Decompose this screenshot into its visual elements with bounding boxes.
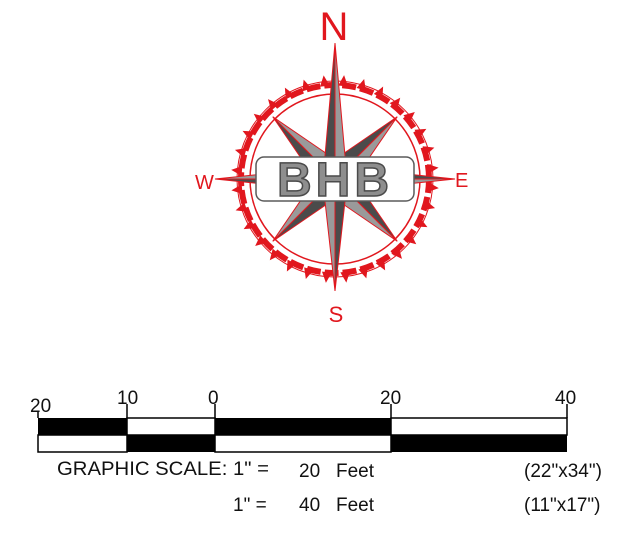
ring-tick xyxy=(304,267,314,280)
ring-tick xyxy=(404,233,417,245)
ring-tick xyxy=(242,130,255,141)
ring-tick xyxy=(243,219,256,230)
ring-tick xyxy=(286,259,297,272)
ring-tick xyxy=(302,79,312,92)
compass-ring-ticks xyxy=(231,75,439,283)
graphic-scale-bar: 20 10 0 20 40 GRAPHIC SCALE: 1" = 20 Fee… xyxy=(30,388,602,516)
ring-tick xyxy=(391,247,402,259)
ring-tick xyxy=(423,200,436,210)
scale-line2-prefix: 1" = xyxy=(233,495,267,516)
ring-tick xyxy=(268,99,279,111)
ring-tick xyxy=(358,266,368,279)
ring-tick xyxy=(284,87,295,100)
scale-segment xyxy=(391,435,567,452)
ring-tick xyxy=(403,112,415,123)
scale-line2-value: 40 xyxy=(299,495,320,516)
scale-line2-unit: Feet xyxy=(336,495,375,516)
ring-tick xyxy=(269,248,281,261)
ring-tick xyxy=(427,182,439,192)
ring-tick xyxy=(338,75,348,87)
ring-tick xyxy=(231,166,243,176)
ring-tick xyxy=(235,202,248,212)
ring-tick xyxy=(427,163,439,174)
ring-tick xyxy=(356,78,366,91)
scale-line1-prefix: GRAPHIC SCALE: 1" = xyxy=(57,459,269,480)
scale-tick-label: 0 xyxy=(208,388,219,409)
north-label: N xyxy=(320,5,349,49)
scale-segment xyxy=(215,418,391,435)
scale-line1-unit: Feet xyxy=(336,461,375,482)
west-label: W xyxy=(195,172,214,194)
ring-tick xyxy=(234,148,247,158)
ring-tick xyxy=(414,128,427,139)
ring-tick xyxy=(422,146,435,156)
scale-segment xyxy=(38,418,127,435)
scale-segment xyxy=(126,417,216,436)
scale-segment xyxy=(127,435,215,452)
logo-text: BHB xyxy=(277,154,393,207)
ring-tick xyxy=(389,97,401,110)
east-label: E xyxy=(455,170,468,192)
ring-tick xyxy=(373,86,384,99)
ring-tick xyxy=(415,217,428,228)
compass-rose: BHB N S E W xyxy=(195,5,468,327)
scale-tick-label: 20 xyxy=(30,396,51,417)
scale-line2-sheet: (11"x17") xyxy=(524,495,601,516)
ring-tick xyxy=(255,235,267,246)
south-label: S xyxy=(329,302,344,327)
scale-tick-label: 20 xyxy=(380,388,401,409)
ring-tick xyxy=(375,258,386,271)
ring-tick xyxy=(253,113,266,125)
scale-tick-label: 40 xyxy=(555,388,576,409)
ring-tick xyxy=(231,184,243,195)
scale-line1-sheet: (22"x34") xyxy=(524,461,602,482)
scale-line1-value: 20 xyxy=(299,461,320,482)
scale-segment xyxy=(37,434,128,453)
bhb-logo: BHB xyxy=(255,153,415,208)
ring-tick xyxy=(319,75,330,87)
scale-segment xyxy=(390,417,568,436)
logo-backplate xyxy=(255,156,415,202)
scale-tick-label: 10 xyxy=(117,388,138,409)
scale-segment xyxy=(214,434,392,453)
ring-tick xyxy=(322,271,332,283)
ring-tick xyxy=(340,271,351,283)
